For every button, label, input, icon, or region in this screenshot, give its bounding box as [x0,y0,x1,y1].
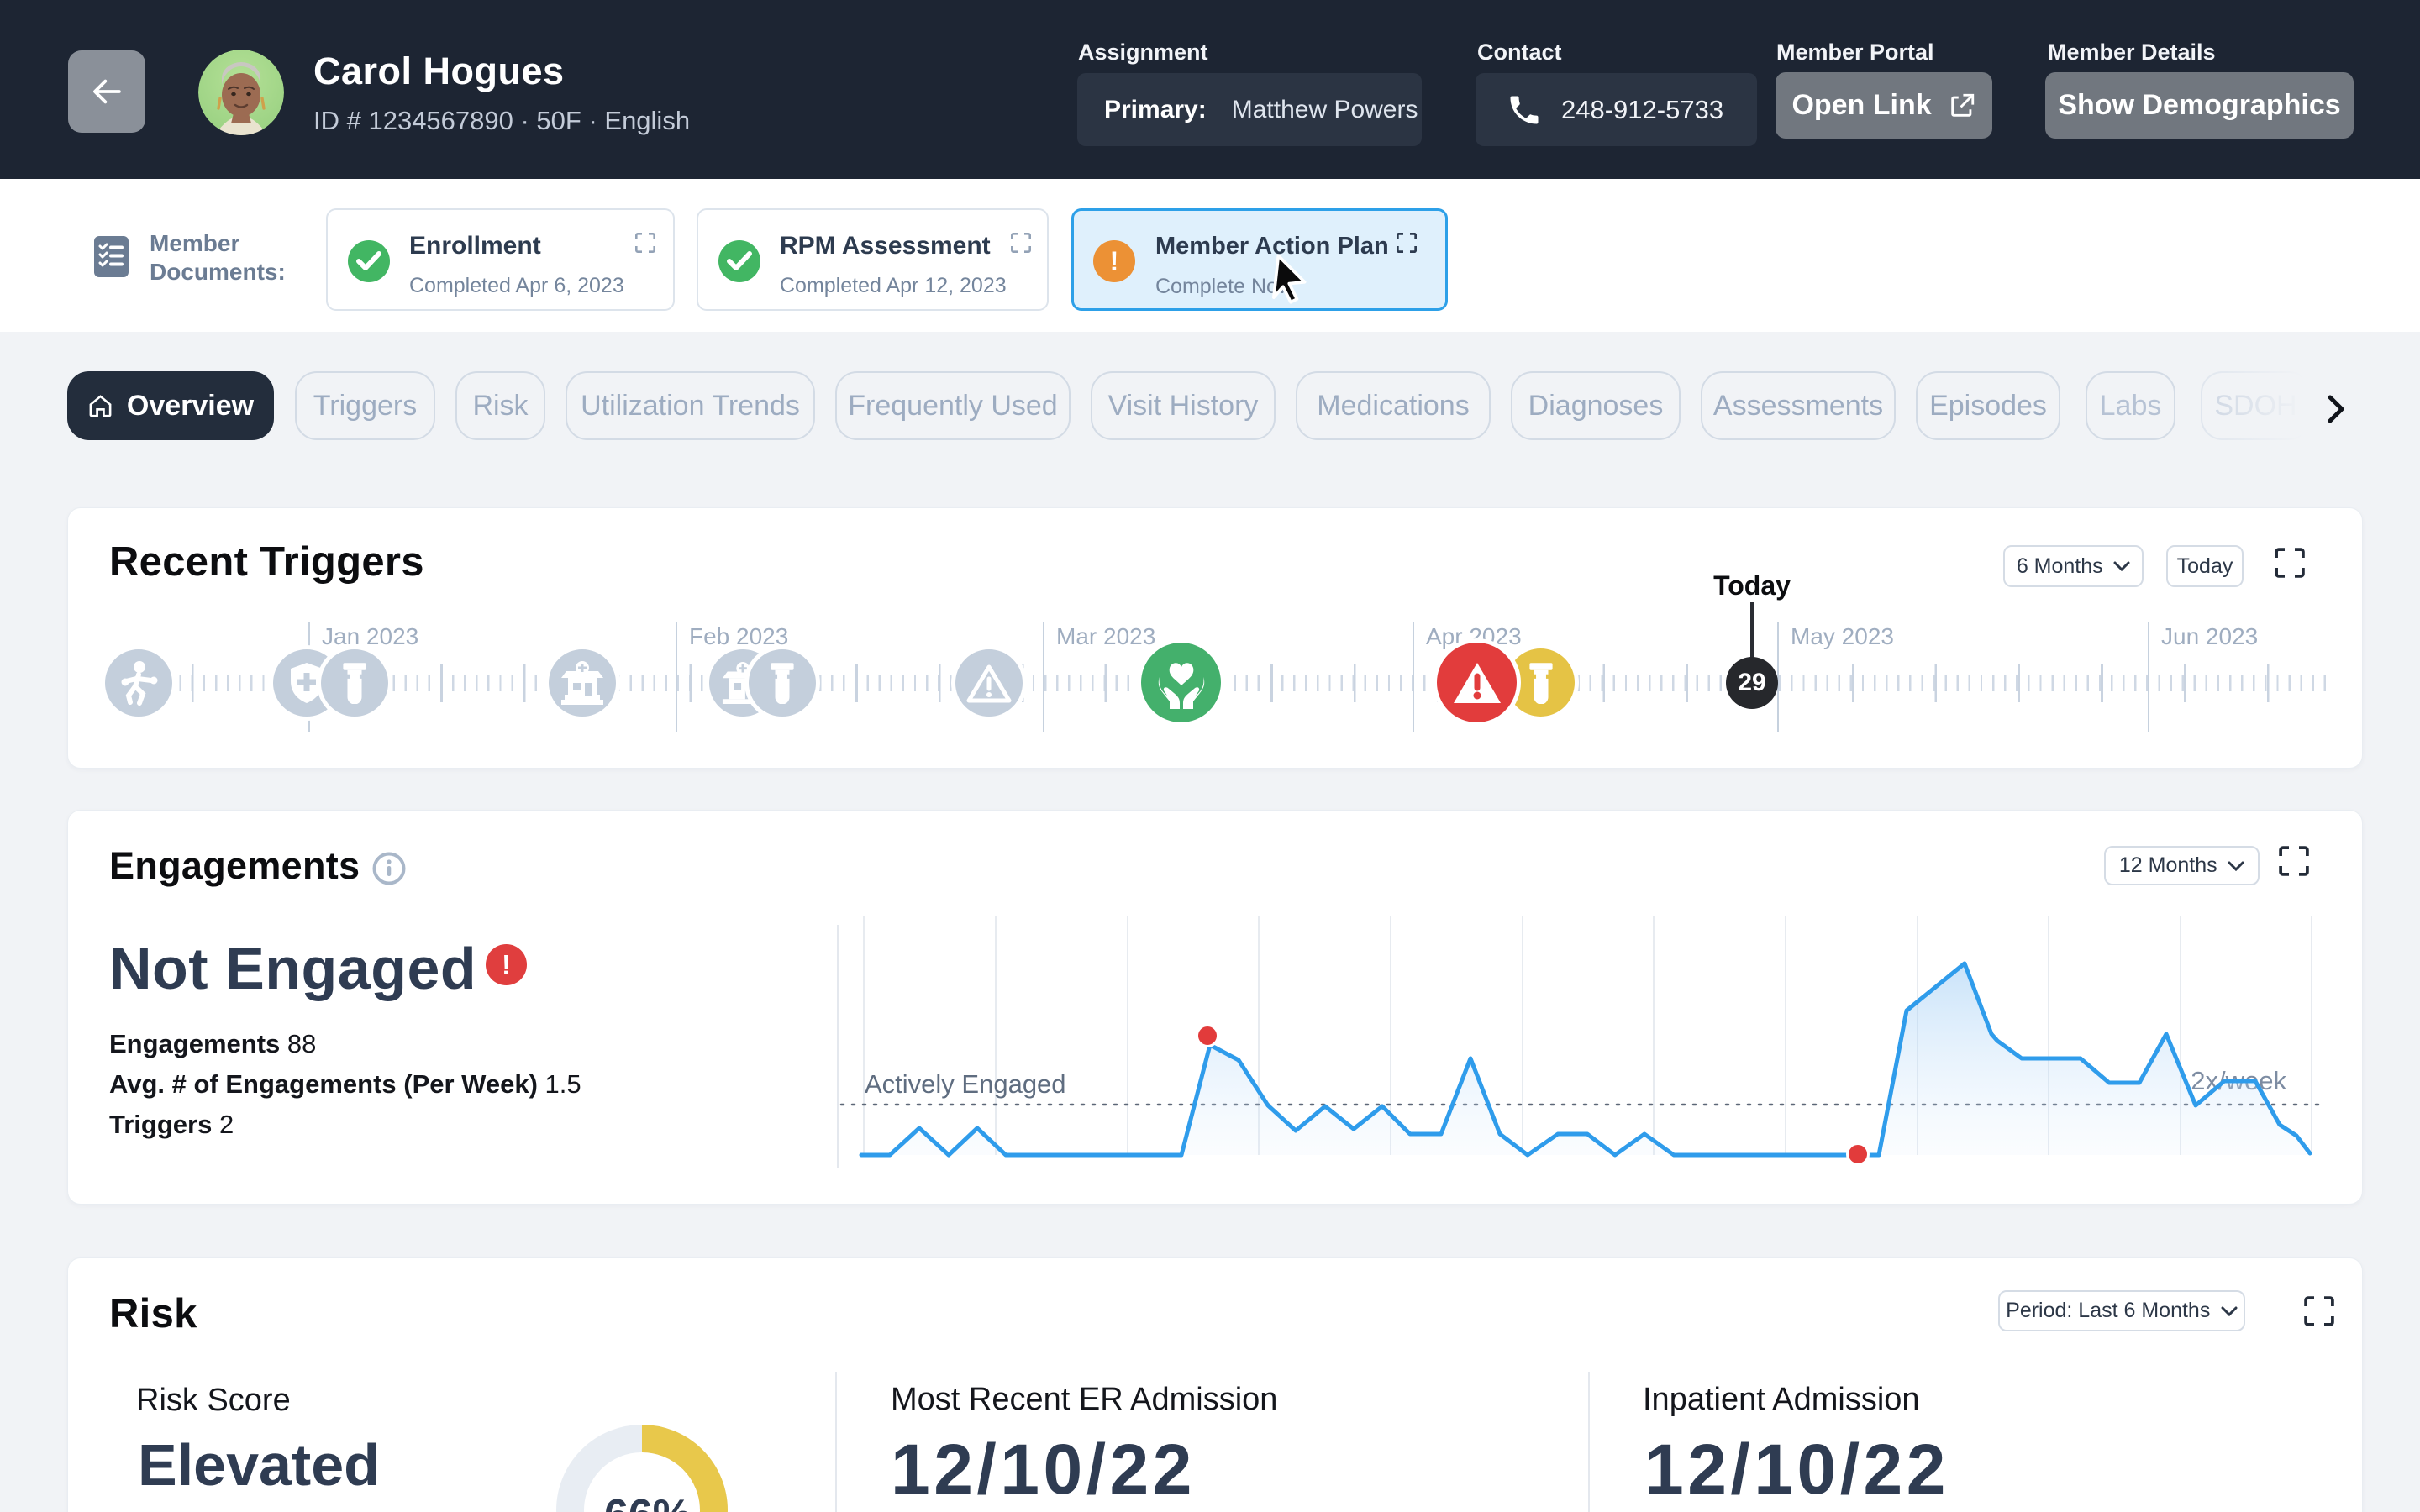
svg-text:Actively Engaged: Actively Engaged [865,1069,1066,1099]
